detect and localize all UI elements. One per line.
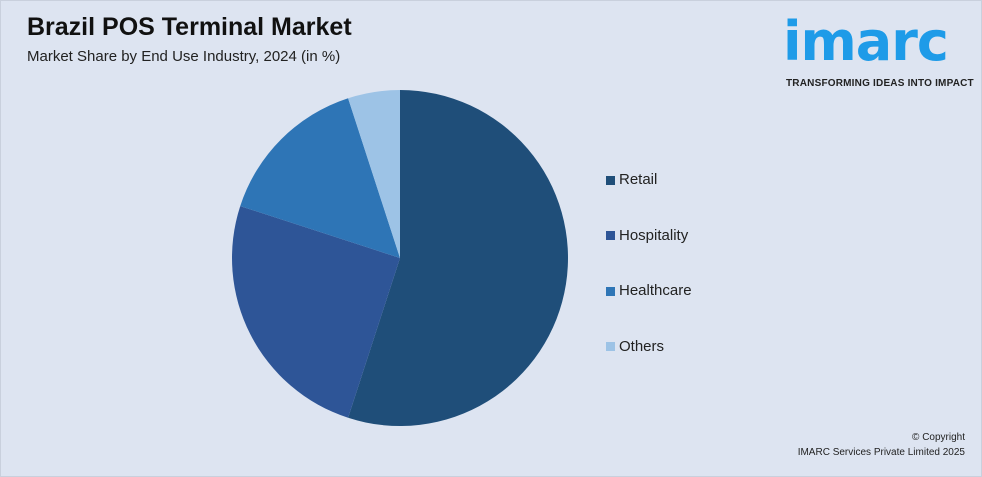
chart-subtitle: Market Share by End Use Industry, 2024 (… <box>27 48 341 65</box>
legend-item-hospitality: Hospitality <box>606 227 688 245</box>
copyright-company: IMARC Services Private Limited 2025 <box>797 447 965 458</box>
legend-label: Others <box>619 337 665 355</box>
chart-title: Brazil POS Terminal Market <box>27 13 352 41</box>
legend-item-others: Others <box>606 338 664 356</box>
copyright-label: © Copyright <box>912 432 965 443</box>
legend-label: Hospitality <box>619 226 689 244</box>
logo-wordmark: imarc <box>783 10 949 73</box>
legend-label: Retail <box>619 171 658 188</box>
legend-item-healthcare: Healthcare <box>606 282 692 300</box>
legend-item-retail: Retail <box>606 171 657 189</box>
legend-label: Healthcare <box>619 282 692 299</box>
pie-slice-retail <box>348 90 568 427</box>
legend-swatch <box>606 286 615 296</box>
legend-swatch <box>606 342 615 351</box>
legend-swatch <box>606 231 615 240</box>
legend-swatch <box>606 175 615 185</box>
pie-slice-healthcare <box>240 98 400 258</box>
copyright: © Copyright IMARC Services Private Limit… <box>798 430 965 460</box>
pie-slice-others <box>348 90 400 258</box>
pie-slice-hospitality <box>232 206 400 418</box>
logo-tagline: TRANSFORMING IDEAS INTO IMPACT <box>786 78 974 89</box>
imarc-logo: imarc TRANSFORMING IDEAS INTO IMPACT <box>783 8 974 94</box>
